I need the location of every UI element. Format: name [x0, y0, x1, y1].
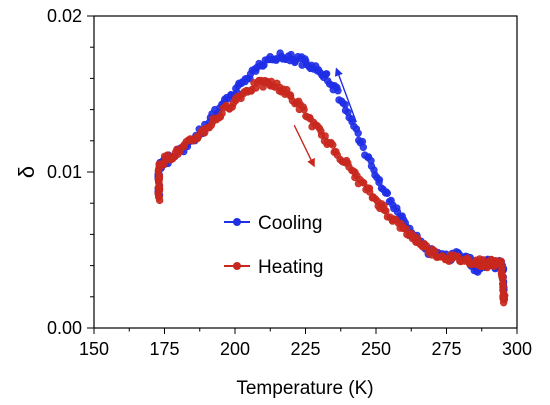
- legend-marker: [233, 218, 241, 226]
- y-tick-label: 0.01: [47, 162, 82, 182]
- legend: Cooling Heating: [224, 213, 324, 278]
- cooling-direction-arrow: [334, 67, 357, 123]
- x-tick-label: 200: [220, 339, 250, 359]
- data-markers: [154, 49, 509, 307]
- data-point: [499, 298, 508, 307]
- x-tick-label: 275: [431, 339, 461, 359]
- x-axis-label: Temperature (K): [236, 378, 373, 399]
- data-point: [335, 96, 343, 104]
- data-point: [498, 263, 506, 272]
- data-point: [321, 132, 329, 140]
- data-point: [298, 61, 306, 69]
- data-point: [329, 141, 337, 149]
- series-cooling: [154, 49, 508, 304]
- data-point: [300, 105, 308, 114]
- data-point: [359, 179, 368, 187]
- data-point: [361, 151, 369, 159]
- legend-label: Cooling: [258, 213, 322, 234]
- y-axis-label: δ: [14, 166, 39, 178]
- legend-item-heating: Heating: [224, 257, 324, 278]
- data-point: [385, 197, 394, 206]
- axes: 150 175 200 225 250 275 300 0.00 0.01 0.02: [47, 6, 532, 359]
- legend-item-cooling: Cooling: [224, 213, 322, 234]
- legend-label: Heating: [258, 257, 324, 278]
- series-heating: [154, 76, 509, 307]
- legend-marker: [233, 262, 241, 270]
- data-point: [232, 84, 240, 93]
- data-point: [422, 242, 431, 250]
- x-tick-label: 250: [361, 339, 391, 359]
- data-point: [355, 136, 363, 145]
- x-tick-label: 175: [149, 339, 179, 359]
- x-tick-label: 300: [502, 339, 532, 359]
- annotation-arrows: [293, 67, 357, 168]
- heating-direction-arrow: [293, 124, 315, 168]
- x-tick-label: 225: [290, 339, 320, 359]
- data-point: [155, 183, 164, 191]
- x-tick-label: 150: [79, 339, 109, 359]
- y-tick-label: 0.00: [47, 318, 82, 338]
- y-tick-label: 0.02: [47, 6, 82, 26]
